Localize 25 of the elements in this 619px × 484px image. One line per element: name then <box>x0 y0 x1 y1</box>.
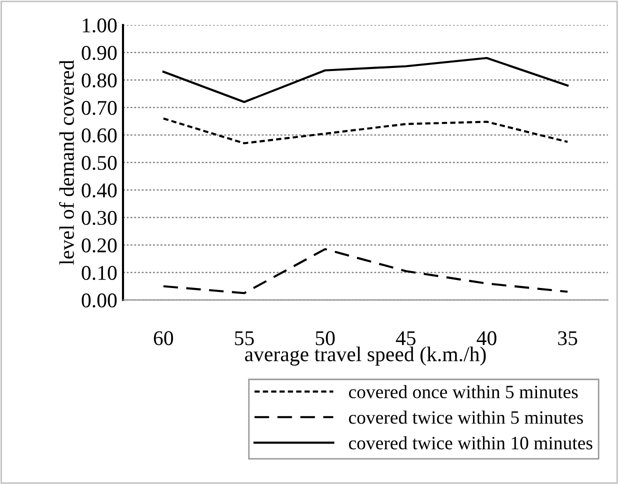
y-tick-label: 0.80 <box>82 73 117 88</box>
y-tick-label: 0.70 <box>82 100 117 116</box>
y-tick-label: 0.40 <box>82 183 117 198</box>
y-tick-label: 0.60 <box>82 128 117 143</box>
legend-label: covered twice within 10 minutes <box>348 436 592 450</box>
x-tick-label: 60 <box>154 331 174 346</box>
x-tick-label: 40 <box>476 331 496 346</box>
line-series <box>162 117 569 144</box>
x-tick-label: 45 <box>396 331 416 346</box>
y-tick-label: 0.30 <box>82 210 117 226</box>
legend-label: covered once within 5 minutes <box>348 385 578 398</box>
x-tick-label: 35 <box>558 331 578 346</box>
x-tick-label: 55 <box>235 331 254 346</box>
y-tick-label: 0.00 <box>82 293 117 308</box>
y-tick-label: 0.90 <box>82 46 117 60</box>
x-tick-label: 50 <box>316 331 335 346</box>
line-series <box>162 56 569 104</box>
y-tick-label: 0.20 <box>82 238 117 253</box>
y-tick-label: 1.00 <box>82 18 117 33</box>
y-axis-title: level of demand covered <box>59 60 74 265</box>
legend-label: covered twice within 5 minutes <box>348 410 583 424</box>
y-tick-label: 0.10 <box>82 266 117 280</box>
line-series <box>162 248 569 294</box>
y-tick-label: 0.50 <box>82 156 117 170</box>
x-axis-title: average travel speed (k.m./h) <box>245 346 486 366</box>
